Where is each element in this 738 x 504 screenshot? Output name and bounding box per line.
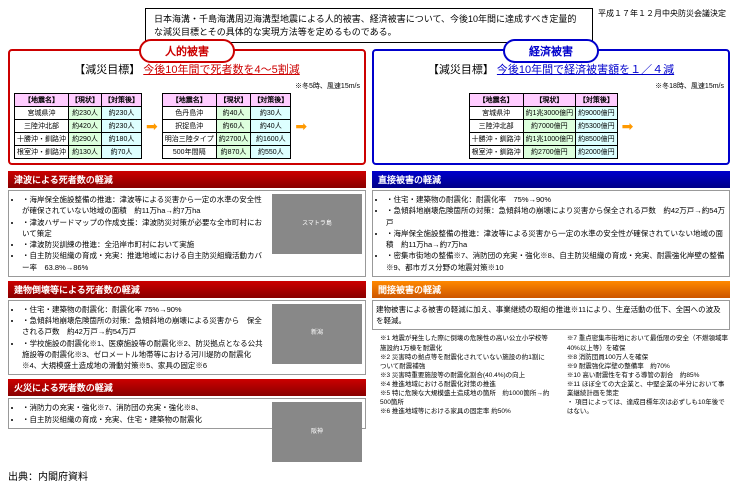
section-bar: 間接被害の軽減 bbox=[372, 281, 730, 298]
human-panel: 人的被害 【減災目標】 今後10年間で死者数を4～5割減 ※冬5時、風速15m/… bbox=[8, 49, 366, 165]
arrow-icon: ➡ bbox=[146, 118, 158, 135]
photo: スマトラ島 bbox=[272, 194, 362, 254]
section-body: 新潟・住宅・建築物の耐震化：耐震化率 75%→90%・急傾斜地崩壊危険箇所の対策… bbox=[8, 300, 366, 376]
section-bar: 火災による死者数の軽減 bbox=[8, 379, 366, 396]
section-body: 建物被害による被害の軽減に加え、事業継続の取組の推進※11により、生産活動の低下… bbox=[372, 300, 730, 331]
photo: 阪神 bbox=[272, 402, 362, 462]
section-bar: 建物倒壊等による死者数の軽減 bbox=[8, 281, 366, 298]
date: 平成１７年１２月中央防災会議決定 bbox=[598, 8, 726, 19]
section-bar: 津波による死者数の軽減 bbox=[8, 171, 366, 188]
human-tab: 人的被害 bbox=[139, 39, 235, 63]
econ-tab: 経済被害 bbox=[503, 39, 599, 63]
human-goal: 【減災目標】 今後10年間で死者数を4～5割減 bbox=[14, 61, 360, 77]
section-body: ・住宅・建築物の耐震化：耐震化率 75%→90%・急傾斜地崩壊危険箇所の対策：急… bbox=[372, 190, 730, 277]
intro-box: 日本海溝・千島海溝周辺海溝型地震による人的被害、経済被害について、今後10年間に… bbox=[145, 8, 593, 43]
note: ※冬5時、風速15m/s bbox=[14, 81, 360, 91]
econ-panel: 経済被害 【減災目標】 今後10年間で経済被害額を１／４減 ※冬18時、風速15… bbox=[372, 49, 730, 165]
econ-tables: 【地震名】【現状】【対策後】宮城県沖約1兆3000億円約9000億円三陸沖北部約… bbox=[378, 93, 724, 159]
arrow-icon: ➡ bbox=[622, 118, 634, 135]
footnotes: ※1 地震が発生した際に倒壊の危険性の高い公立小学校等施設約1万棟を耐震化※2 … bbox=[372, 334, 730, 416]
econ-goal: 【減災目標】 今後10年間で経済被害額を１／４減 bbox=[378, 61, 724, 77]
section-body: スマトラ島・海岸保全施設整備の推進：津波等による災害から一定の水準の安全性が確保… bbox=[8, 190, 366, 277]
source: 出典：内閣府資料 bbox=[8, 468, 730, 483]
section-bar: 直接被害の軽減 bbox=[372, 171, 730, 188]
photo: 新潟 bbox=[272, 304, 362, 364]
note: ※冬18時、風速15m/s bbox=[378, 81, 724, 91]
human-tables: 【地震名】【現状】【対策後】宮城県沖約230人約230人三陸沖北部約420人約2… bbox=[14, 93, 360, 159]
section-body: 阪神・消防力の充実・強化※7、消防団の充実・強化※8、・自主防災組織の育成・充実… bbox=[8, 398, 366, 429]
arrow-icon: ➡ bbox=[295, 118, 307, 135]
